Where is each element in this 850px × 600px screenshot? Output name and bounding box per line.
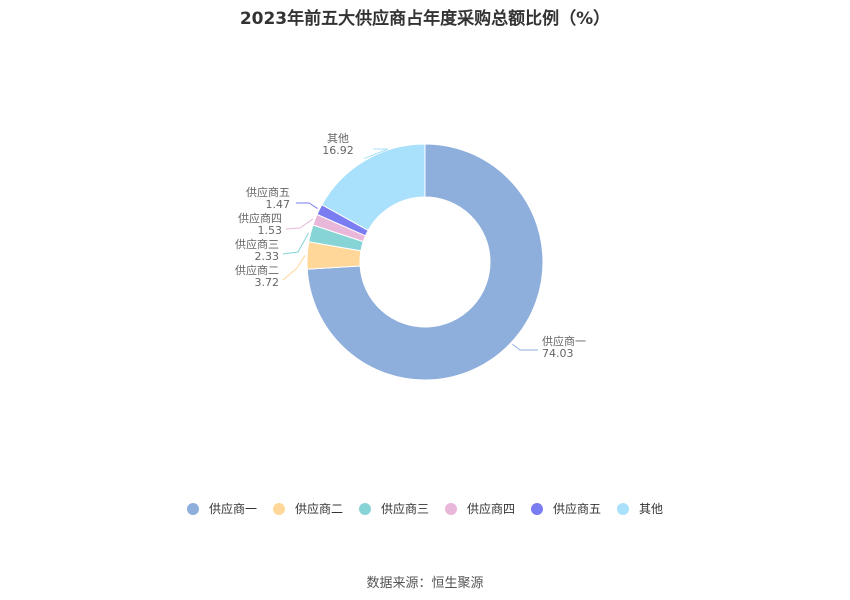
legend-item[interactable]: 供应商一	[186, 500, 257, 517]
slice-label-value: 1.47	[266, 198, 291, 211]
label-leader-line	[282, 232, 310, 255]
slice-label-value: 16.92	[322, 144, 354, 157]
label-leader-line	[363, 148, 389, 160]
legend-dot-icon	[617, 502, 630, 515]
data-source: 数据来源：恒生聚源	[366, 576, 484, 591]
label-leader-line	[285, 218, 314, 230]
legend-item[interactable]: 供应商三	[358, 500, 429, 517]
donut-slice[interactable]	[321, 143, 426, 232]
slice-label-name: 供应商四	[238, 211, 282, 225]
slice-label-name: 供应商二	[235, 263, 279, 277]
donut-slice[interactable]	[306, 143, 544, 381]
legend-item[interactable]: 供应商五	[531, 500, 601, 517]
legend: 供应商一 供应商二 供应商三 供应商四 供应商五 其他	[0, 500, 850, 517]
legend-label: 供应商五	[553, 502, 602, 516]
legend-dot-icon	[272, 502, 285, 515]
legend-label: 供应商三	[380, 502, 429, 516]
legend-label: 供应商四	[467, 502, 516, 516]
label-leader-line	[282, 255, 306, 281]
slice-label-name: 供应商三	[235, 237, 279, 251]
legend-item[interactable]: 其他	[617, 500, 663, 517]
slice-label-value: 2.33	[255, 250, 280, 263]
legend-dot-icon	[445, 502, 457, 515]
chart-title: 2023年前五大供应商占年度采购总额比例（%）	[239, 9, 611, 29]
legend-item[interactable]: 供应商四	[445, 500, 515, 517]
label-leader-line	[296, 202, 318, 209]
legend-dot-icon	[358, 502, 371, 515]
legend-label: 供应商二	[294, 502, 343, 516]
slice-label-value: 3.72	[255, 276, 280, 289]
legend-item[interactable]: 供应商二	[272, 500, 343, 517]
slice-label-value: 1.53	[258, 224, 283, 237]
legend-dot-icon	[186, 502, 199, 515]
slice-label-name: 供应商五	[246, 185, 290, 199]
slice-label-value: 74.03	[542, 347, 574, 360]
legend-label: 其他	[639, 502, 664, 516]
slice-label-name: 供应商一	[542, 334, 586, 348]
legend-label: 供应商一	[208, 502, 257, 516]
legend-dot-icon	[531, 502, 544, 515]
slice-label-name: 其他	[327, 132, 349, 145]
label-leader-line	[512, 343, 538, 351]
